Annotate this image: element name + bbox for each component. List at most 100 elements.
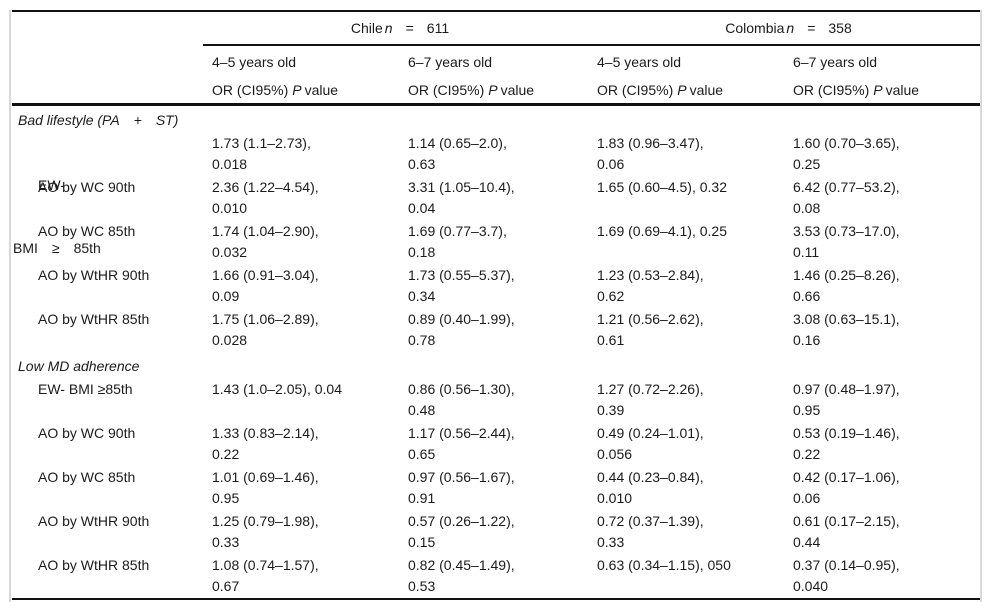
row-label: AO by WtHR 90th: [12, 264, 212, 308]
table-row: AO by WtHR 90th 1.66 (0.91–3.04), 0.09 1.…: [12, 264, 980, 308]
row-label-line: AO by WtHR 90th: [38, 513, 150, 529]
or-ci-p-cell: 0.86 (0.56–1.30), 0.48: [408, 381, 515, 418]
stub-spacer: [12, 89, 212, 90]
table-row: AO by WtHR 85th 1.08 (0.74–1.57), 0.67 0.…: [12, 554, 980, 598]
or-ci-p-cell: 1.73 (0.55–5.37), 0.34: [408, 267, 515, 304]
country-spanner-rule: [203, 44, 980, 46]
or-ci-p-cell: 0.49 (0.24–1.01), 0.056: [597, 425, 704, 462]
or-ci-p-cell: 1.23 (0.53–2.84), 0.62: [597, 267, 704, 304]
age-header: 6–7 years old: [793, 53, 878, 70]
or-ci-p-cell: 1.08 (0.74–1.57), 0.67: [212, 557, 319, 594]
table-row: AO by WC 90th 1.33 (0.83–2.14), 0.22 1.17…: [12, 422, 980, 466]
table-row: EW- BMI ≥ 85th 1.73 (1.1–2.73), 0.018 1.1…: [12, 132, 980, 256]
or-ci-p-cell: 1.74 (1.04–2.90), 0.032: [212, 223, 319, 260]
equals-sign: =: [807, 20, 816, 36]
or-ci-p-cell: 1.27 (0.72–2.26), 0.39: [597, 381, 704, 418]
or-ci-p-cell: 1.66 (0.91–3.04), 0.09: [212, 267, 319, 304]
or-ci-p-cell: 3.31 (1.05–10.4), 0.04: [408, 179, 515, 216]
table-top-rule: [12, 10, 980, 12]
or-ci-p-cell: 1.65 (0.60–4.5), 0.32: [597, 179, 727, 195]
row-label: AO by WtHR 85th: [12, 308, 212, 352]
p-symbol: P: [677, 82, 687, 98]
or-ci-p-cell: 0.37 (0.14–0.95), 0.040: [793, 557, 900, 594]
p-symbol: P: [292, 82, 302, 98]
row-label-line: AO by WtHR 90th: [38, 267, 150, 283]
country-header-row: Chile n = 611 Colombia n = 358: [12, 12, 980, 44]
or-ci-p-cell: 1.46 (0.25–8.26), 0.66: [793, 267, 900, 304]
or-ci-p-cell: 1.83 (0.96–3.47), 0.06: [597, 135, 704, 172]
row-label-line: AO by WC 85th: [38, 223, 136, 239]
table-row: EW- BMI ≥85th 1.43 (1.0–2.05), 0.04 0.86…: [12, 378, 980, 422]
p-symbol: P: [488, 82, 498, 98]
table-bottom-rule: [12, 598, 980, 600]
table-row: AO by WC 85th 1.01 (0.69–1.46), 0.95 0.97…: [12, 466, 980, 510]
table-right-border: [980, 10, 982, 602]
n-symbol: n: [786, 20, 795, 36]
country-name: Colombia: [725, 20, 785, 36]
country-header-chile: Chile n = 611: [203, 20, 597, 36]
table-body: Bad lifestyle (PA + ST) EW- BMI ≥ 85th 1…: [12, 106, 980, 598]
table-row: AO by WtHR 85th 1.75 (1.06–2.89), 0.028 0…: [12, 308, 980, 352]
or-ci-p-cell: 1.14 (0.65–2.0), 0.63: [408, 135, 507, 172]
country-name: Chile: [350, 20, 383, 36]
row-label-line: AO by WtHR 85th: [38, 311, 150, 327]
row-label: AO by WtHR 90th: [12, 510, 212, 554]
age-header: 6–7 years old: [408, 53, 493, 70]
or-ci-p-cell: 1.33 (0.83–2.14), 0.22: [212, 425, 319, 462]
or-ci-p-cell: 1.01 (0.69–1.46), 0.95: [212, 469, 319, 506]
or-ci-p-cell: 6.42 (0.77–53.2), 0.08: [793, 179, 900, 216]
row-label: AO by WC 90th: [12, 422, 212, 466]
or-ci-p-cell: 1.60 (0.70–3.65), 0.25: [793, 135, 900, 172]
or-ci-p-cell: 1.69 (0.77–3.7), 0.18: [408, 223, 507, 260]
age-header: 4–5 years old: [597, 53, 682, 70]
or-ci-p-cell: 1.75 (1.06–2.89), 0.028: [212, 311, 319, 348]
sample-size: 358: [828, 20, 852, 36]
or-ci-p-cell: 0.53 (0.19–1.46), 0.22: [793, 425, 900, 462]
header-bottom-rule: [12, 103, 980, 106]
age-header: 4–5 years old: [212, 53, 297, 70]
or-ci-p-cell: 0.61 (0.17–2.15), 0.44: [793, 513, 900, 550]
or-ci-p-cell: 0.72 (0.37–1.39), 0.33: [597, 513, 704, 550]
row-label-line: EW-: [38, 177, 65, 193]
row-label: AO by WC 85th: [12, 220, 212, 264]
or-ci-p-cell: 0.44 (0.23–0.84), 0.010: [597, 469, 704, 506]
or-ci-p-cell: 0.97 (0.56–1.67), 0.91: [408, 469, 515, 506]
or-ci-p-cell: 0.57 (0.26–1.22), 0.15: [408, 513, 515, 550]
row-label-line: AO by WC 85th: [38, 469, 136, 485]
or-ci-p-cell: 1.43 (1.0–2.05), 0.04: [212, 381, 342, 397]
section-title: Bad lifestyle (PA + ST): [18, 112, 179, 128]
row-label-line: AO by WC 90th: [38, 425, 136, 441]
or-ci-p-cell: 3.08 (0.63–15.1), 0.16: [793, 311, 900, 348]
or-ci-p-cell: 1.73 (1.1–2.73), 0.018: [212, 135, 311, 172]
or-ci-p-cell: 0.97 (0.48–1.97), 0.95: [793, 381, 900, 418]
section-title: Low MD adherence: [18, 358, 140, 374]
p-symbol: P: [873, 82, 883, 98]
or-ci-p-cell: 1.17 (0.56–2.44), 0.65: [408, 425, 515, 462]
table-row: AO by WC 85th 1.74 (1.04–2.90), 0.032 1.6…: [12, 220, 980, 264]
row-label: EW- BMI ≥85th: [12, 378, 212, 422]
age-header-row: 4–5 years old 6–7 years old 4–5 years ol…: [12, 46, 980, 76]
equals-sign: =: [405, 20, 414, 36]
or-ci-p-cell: 1.21 (0.56–2.62), 0.61: [597, 311, 704, 348]
or-ci-p-cell: 0.42 (0.17–1.06), 0.06: [793, 469, 900, 506]
row-label: AO by WtHR 85th: [12, 554, 212, 598]
table-row: AO by WC 90th 2.36 (1.22–4.54), 0.010 3.3…: [12, 176, 980, 220]
or-ci-p-cell: 3.53 (0.73–17.0), 0.11: [793, 223, 900, 260]
country-header-colombia: Colombia n = 358: [597, 20, 980, 36]
or-ci-p-cell: 1.25 (0.79–1.98), 0.33: [212, 513, 319, 550]
row-label-line: EW- BMI ≥85th: [38, 381, 133, 397]
row-label-line: AO by WtHR 85th: [38, 557, 150, 573]
n-symbol: n: [384, 20, 393, 36]
row-label: AO by WC 90th: [12, 176, 212, 220]
row-label-line: AO by WC 90th: [38, 179, 136, 195]
stub-spacer: [12, 61, 212, 62]
table-left-border: [9, 10, 11, 602]
or-ci-p-cell: 0.82 (0.45–1.49), 0.53: [408, 557, 515, 594]
row-label-line: BMI ≥ 85th: [13, 240, 101, 256]
or-ci-p-cell: 0.63 (0.34–1.15), 050: [597, 557, 731, 573]
